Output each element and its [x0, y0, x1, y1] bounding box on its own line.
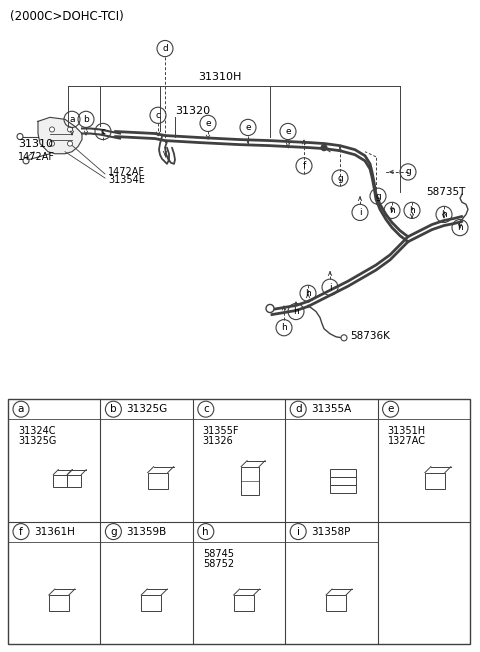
Text: 58745: 58745	[203, 548, 234, 559]
Text: h: h	[293, 307, 299, 316]
Text: 31354E: 31354E	[108, 175, 145, 185]
Text: e: e	[245, 123, 251, 132]
Bar	[67, 475, 81, 486]
Text: b: b	[110, 404, 117, 414]
Text: c: c	[203, 404, 209, 414]
Text: h: h	[441, 210, 447, 219]
Text: 31355F: 31355F	[203, 426, 240, 436]
Text: 31361H: 31361H	[34, 527, 75, 537]
Polygon shape	[38, 117, 82, 154]
Bar	[49, 595, 69, 611]
Circle shape	[68, 127, 72, 132]
Text: g: g	[405, 168, 411, 177]
Circle shape	[17, 134, 23, 140]
Text: a: a	[69, 115, 75, 124]
Text: g: g	[337, 173, 343, 183]
Circle shape	[49, 127, 55, 132]
Text: d: d	[295, 404, 301, 414]
Text: 31324C: 31324C	[18, 426, 56, 436]
Text: h: h	[389, 206, 395, 215]
Text: (2000C>DOHC-TCI): (2000C>DOHC-TCI)	[10, 10, 124, 23]
Text: 31359B: 31359B	[126, 527, 167, 537]
Text: h: h	[305, 289, 311, 298]
Text: a: a	[18, 404, 24, 414]
Text: h: h	[281, 323, 287, 333]
Text: 58735T: 58735T	[426, 187, 466, 197]
Text: c: c	[100, 127, 106, 136]
Text: 31355A: 31355A	[311, 404, 351, 414]
Bar	[241, 467, 259, 495]
Text: h: h	[203, 527, 209, 537]
Circle shape	[23, 158, 29, 164]
Bar	[53, 475, 67, 486]
Text: e: e	[387, 404, 394, 414]
Text: d: d	[162, 44, 168, 53]
Circle shape	[341, 334, 347, 341]
Text: i: i	[297, 527, 300, 537]
Circle shape	[68, 141, 72, 146]
Text: c: c	[156, 111, 160, 120]
Bar	[331, 469, 357, 477]
Text: e: e	[205, 119, 211, 128]
Circle shape	[266, 304, 274, 312]
Bar	[148, 473, 168, 488]
Text: 31325G: 31325G	[18, 436, 56, 446]
Text: 1472AF: 1472AF	[108, 167, 145, 177]
Text: g: g	[110, 527, 117, 537]
Bar	[326, 595, 346, 611]
Text: 1327AC: 1327AC	[388, 436, 426, 446]
Circle shape	[321, 145, 327, 151]
Text: 58736K: 58736K	[350, 331, 390, 341]
Text: 31358P: 31358P	[311, 527, 350, 537]
Text: i: i	[329, 283, 331, 291]
Text: 31310: 31310	[18, 139, 53, 149]
Text: h: h	[457, 223, 463, 232]
Text: 31320: 31320	[175, 106, 210, 116]
Text: 31326: 31326	[203, 436, 234, 446]
Bar	[234, 595, 253, 611]
Text: 58752: 58752	[203, 559, 234, 569]
Text: h: h	[409, 206, 415, 215]
Bar	[331, 477, 357, 484]
Text: 31310H: 31310H	[198, 72, 242, 82]
Bar	[141, 595, 161, 611]
Text: g: g	[375, 192, 381, 201]
Text: f: f	[302, 162, 306, 170]
Text: 31325G: 31325G	[126, 404, 168, 414]
Text: b: b	[83, 115, 89, 124]
Bar	[331, 484, 357, 493]
Text: i: i	[359, 208, 361, 217]
Bar	[425, 473, 445, 488]
Text: 31351H: 31351H	[388, 426, 426, 436]
Text: 1472AF: 1472AF	[18, 152, 55, 162]
Text: e: e	[285, 127, 291, 136]
Circle shape	[49, 141, 55, 146]
Text: f: f	[19, 527, 23, 537]
